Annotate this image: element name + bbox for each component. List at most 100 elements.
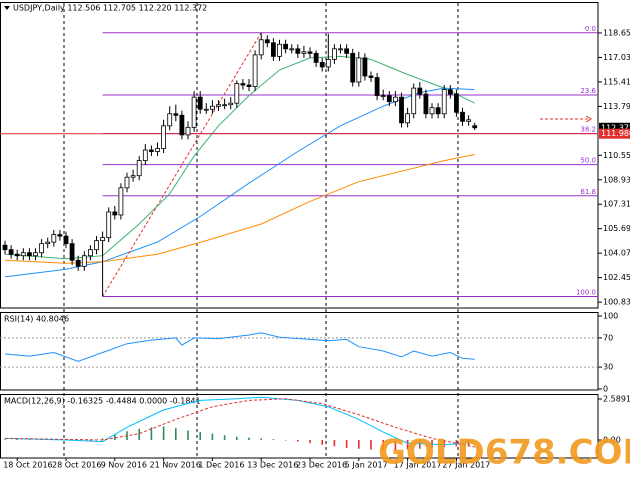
y-tick-label: 100 <box>603 312 618 321</box>
macd-histogram-bar <box>248 437 250 440</box>
candle-body <box>393 96 398 103</box>
macd-histogram-bar <box>370 439 372 450</box>
candle-body <box>411 87 417 115</box>
y-tick-label: 115.410 <box>603 77 630 86</box>
candle-body <box>57 234 63 237</box>
candle-body <box>472 125 478 129</box>
macd-histogram-bar <box>260 438 263 440</box>
x-tick-label: 13 Dec 2016 <box>247 461 298 470</box>
macd-histogram-bar <box>236 436 238 440</box>
y-tick-label: 0.00 <box>603 435 621 444</box>
candle-body <box>106 211 112 239</box>
x-tick-label: 21 Nov 2016 <box>150 461 201 470</box>
candle-body <box>203 108 209 111</box>
macd-histogram-bar <box>455 439 458 447</box>
macd-histogram-bar <box>358 439 360 449</box>
candle-body <box>142 149 148 161</box>
macd-histogram-bar <box>443 439 446 448</box>
candle-body <box>191 96 197 128</box>
candle-body <box>185 126 191 136</box>
candle-body <box>112 211 118 216</box>
macd-histogram-bar <box>333 439 336 447</box>
shift-arrow <box>585 115 592 123</box>
candle-body <box>466 119 472 122</box>
candle-body <box>283 43 289 50</box>
macd-signal-line <box>4 398 475 448</box>
macd-histogram-bar <box>114 434 116 440</box>
candle-body <box>399 96 404 124</box>
y-tick-label: 2.5891 <box>603 395 630 404</box>
watermark: GOLD678.COM <box>378 433 630 473</box>
y-tick-label: 30 <box>603 363 613 372</box>
candle-body <box>313 52 319 63</box>
candle-body <box>454 93 459 113</box>
x-tick-label: 27 Jan 2017 <box>442 461 490 470</box>
candle-body <box>228 102 234 106</box>
y-tick-label: 100.830 <box>603 298 630 307</box>
candle-body <box>88 249 93 257</box>
macd-histogram-bar <box>321 439 324 445</box>
candle-body <box>234 83 240 104</box>
candle-body <box>271 42 276 57</box>
rsi-line <box>4 332 475 362</box>
candle-body <box>149 149 154 152</box>
moving-average <box>4 55 475 260</box>
candle-body <box>2 244 8 251</box>
macd-histogram-bar <box>199 432 202 440</box>
candle-body <box>356 57 362 83</box>
macd-histogram-bar <box>187 430 189 440</box>
y-tick-label: 117.030 <box>603 53 630 62</box>
period-separators <box>63 3 459 458</box>
candle-body <box>258 39 264 56</box>
macd-main-line <box>4 396 475 446</box>
y-tick-label: 104.070 <box>603 249 630 258</box>
y-tick-label: 118.650 <box>603 28 630 37</box>
rsi-title: RSI(14) 40.8046 <box>4 315 69 324</box>
macd-histogram-bar <box>406 439 409 450</box>
macd-histogram-bar <box>272 439 275 440</box>
chart-title: USDJPY,Daily 112.506 112.705 112.220 112… <box>13 4 207 13</box>
macd-histogram-bar <box>419 439 421 449</box>
candle-body <box>8 249 14 255</box>
candle-body <box>447 89 453 95</box>
trend-line <box>102 32 262 297</box>
candle-body <box>161 125 167 149</box>
macd-histogram-bar <box>150 427 153 440</box>
candle-body <box>362 57 368 77</box>
candle-body <box>45 241 51 245</box>
candle-body <box>374 77 380 97</box>
macd-histogram-bar <box>309 439 311 444</box>
price-tag <box>599 122 630 133</box>
y-tick-label: 113.790 <box>603 102 630 111</box>
fib-label: 23.6 <box>580 87 596 95</box>
macd-histogram-bar <box>394 439 397 451</box>
y-tick-label: 102.450 <box>603 273 630 282</box>
candle-body <box>368 75 374 78</box>
macd-histogram-bar <box>162 426 165 440</box>
candle-body <box>441 89 447 115</box>
candle-body <box>350 52 356 83</box>
candle-body <box>319 62 325 68</box>
candle-body <box>136 160 142 177</box>
candle-body <box>130 175 136 178</box>
candle-body <box>75 259 81 267</box>
price-tag-label: 112.372 <box>601 123 630 132</box>
x-tick-label: 9 Nov 2016 <box>101 461 147 470</box>
y-tick-label: 70 <box>603 333 613 342</box>
candle-body <box>216 104 221 107</box>
candle-body <box>210 105 215 110</box>
candle-body <box>264 39 270 44</box>
candle-body <box>252 54 258 87</box>
candle-body <box>386 95 392 103</box>
macd-histogram-bar <box>138 428 141 440</box>
x-tick-label: 5 Jan 2017 <box>345 461 388 470</box>
candle-body <box>33 252 38 257</box>
price-tag-label: 111.980 <box>601 129 630 138</box>
candle-body <box>94 240 99 251</box>
candle-body <box>69 243 75 261</box>
candle-body <box>222 104 228 107</box>
macd-histogram-bar <box>89 439 92 441</box>
x-tick-label: 1 Dec 2016 <box>198 461 244 470</box>
